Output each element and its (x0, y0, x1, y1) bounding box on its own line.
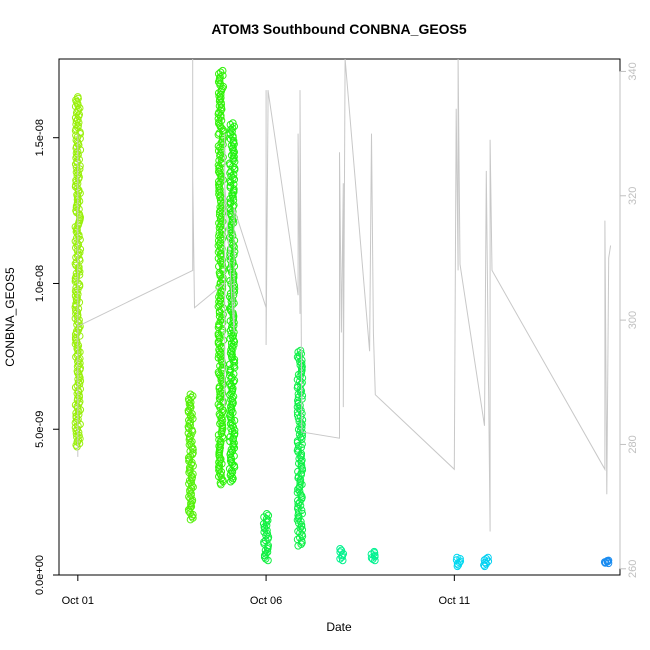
cluster-9 (480, 553, 493, 571)
data-point (228, 476, 237, 484)
data-point (601, 559, 610, 567)
y2-tick-label: 280 (627, 435, 639, 453)
cluster-6 (336, 545, 348, 565)
data-point (230, 431, 239, 439)
data-point (189, 514, 197, 522)
secondary-line (77, 58, 612, 532)
y-axis-right: 260 280 300 320 340 (619, 62, 639, 578)
data-point (218, 137, 226, 146)
data-point (226, 477, 235, 486)
data-point (604, 559, 613, 568)
data-point (217, 471, 225, 479)
data-point (219, 363, 227, 372)
y2-tick-label: 340 (627, 62, 639, 80)
data-point (484, 557, 493, 566)
data-point (189, 470, 197, 478)
data-point (186, 439, 195, 447)
data-point (72, 414, 81, 422)
secondary-grey-series (77, 58, 612, 532)
data-point (298, 440, 306, 449)
data-point (226, 349, 235, 357)
data-point (230, 439, 238, 447)
data-point (297, 419, 305, 428)
data-point (230, 358, 239, 367)
data-point (296, 346, 305, 355)
cluster-1 (184, 390, 197, 524)
y2-tick-label: 300 (627, 311, 639, 329)
data-point (298, 466, 307, 474)
data-point (216, 203, 224, 211)
data-point (296, 377, 304, 386)
x-axis: Oct 01 Oct 06 Oct 11 (62, 574, 471, 607)
data-point (295, 487, 304, 495)
data-point (76, 162, 84, 170)
y-tick-label: 1.0e-08 (34, 265, 46, 302)
data-point (264, 511, 273, 520)
data-point (215, 76, 224, 85)
cluster-5 (293, 346, 307, 550)
data-point (264, 556, 272, 565)
data-point (229, 283, 237, 291)
y-tick-label: 1.5e-08 (34, 119, 46, 156)
data-point (185, 476, 194, 485)
data-point (215, 350, 223, 359)
data-point (219, 273, 227, 282)
data-point (480, 561, 488, 569)
cluster-2 (214, 66, 228, 489)
data-point (73, 239, 81, 247)
data-point (219, 310, 227, 319)
data-point (227, 141, 236, 150)
x-axis-label: Date (326, 620, 352, 634)
data-point (228, 473, 236, 481)
y-axis-label: CONBNA_GEOS5 (3, 267, 17, 367)
data-point (294, 542, 303, 550)
cluster-7 (367, 547, 379, 565)
data-point (371, 556, 379, 565)
data-point (338, 553, 346, 561)
data-point (215, 211, 224, 219)
data-point (71, 292, 80, 300)
data-point (227, 424, 235, 433)
x-tick-label: Oct 06 (250, 595, 282, 607)
data-point (217, 480, 225, 489)
data-point (298, 391, 307, 400)
data-point (216, 469, 224, 478)
data-point (188, 410, 196, 418)
cluster-10 (600, 556, 613, 568)
cluster-4 (259, 510, 273, 565)
data-point (227, 330, 235, 338)
data-point (453, 560, 462, 568)
data-point (294, 500, 303, 508)
x-tick-label: Oct 11 (439, 595, 471, 607)
y2-tick-label: 320 (627, 187, 639, 205)
data-point (296, 479, 305, 487)
x-tick-label: Oct 01 (62, 595, 94, 607)
y-axis-left: 0.0e+00 5.0e-09 1.0e-08 1.5e-08 (34, 119, 60, 595)
data-point (186, 504, 194, 513)
y-tick-label: 0.0e+00 (34, 555, 46, 595)
data-point (227, 445, 236, 454)
data-point (189, 510, 197, 519)
chart-title: ATOM3 Southbound CONBNA_GEOS5 (211, 21, 467, 37)
data-point (218, 256, 227, 264)
data-point (263, 545, 272, 553)
data-point (72, 258, 81, 267)
data-point (454, 561, 463, 569)
data-point (298, 432, 307, 440)
cluster-8 (452, 553, 465, 571)
data-point (262, 550, 270, 558)
data-point (72, 149, 81, 157)
data-point (453, 562, 462, 571)
data-point (186, 515, 195, 524)
data-point (480, 562, 489, 571)
data-point (371, 552, 379, 561)
y2-tick-label: 260 (627, 560, 639, 578)
data-point (73, 442, 81, 451)
data-point (338, 556, 347, 565)
data-point (261, 555, 270, 563)
data-point (216, 188, 224, 197)
y-tick-label: 5.0e-09 (34, 411, 46, 448)
data-point (215, 297, 223, 306)
